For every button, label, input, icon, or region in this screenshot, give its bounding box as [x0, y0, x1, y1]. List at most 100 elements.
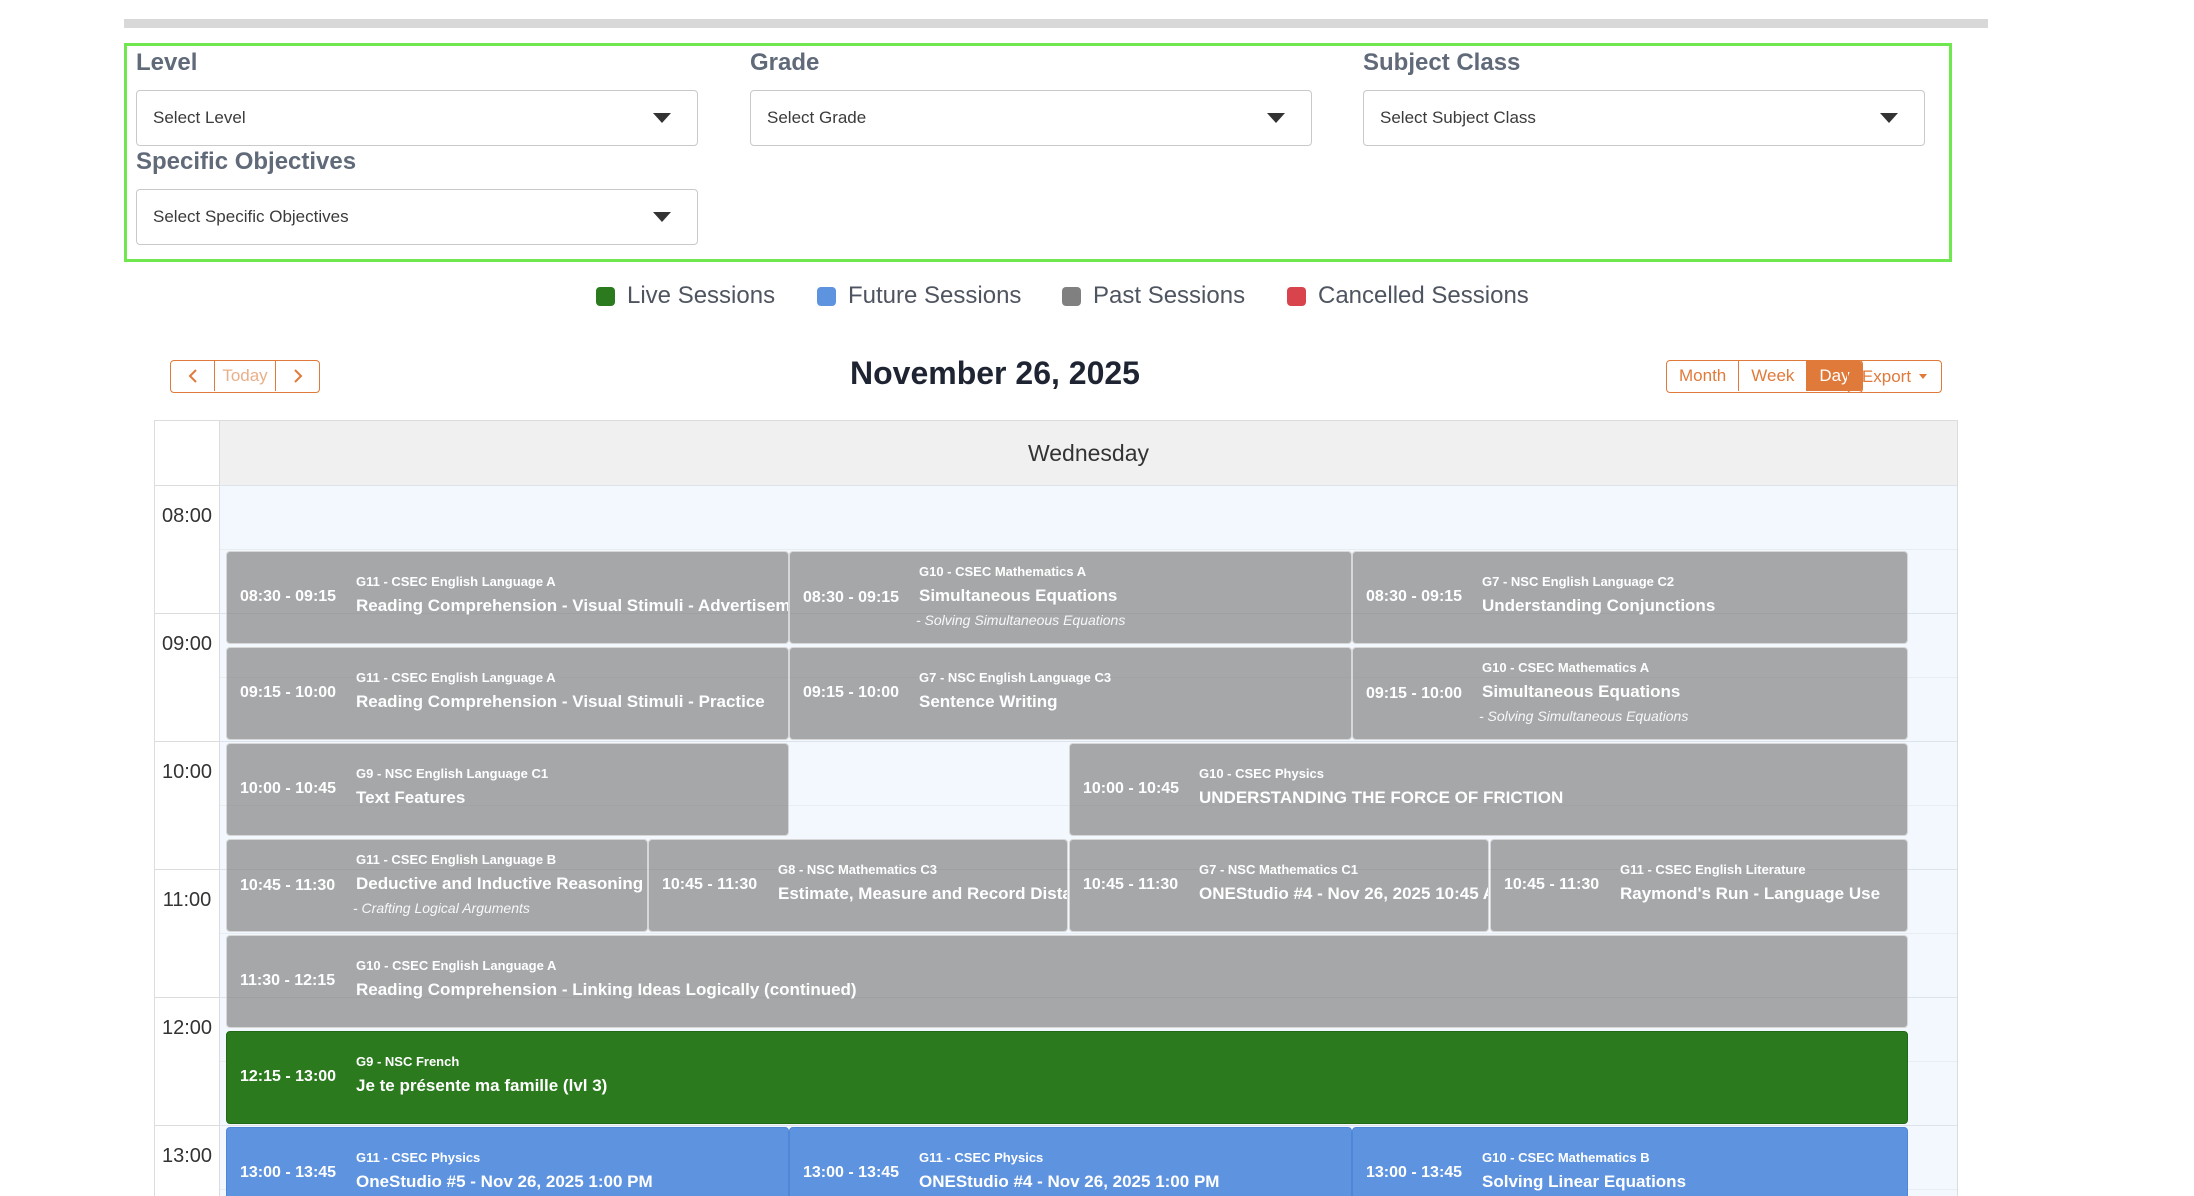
calendar-event[interactable]: 09:15 - 10:00 G11 - CSEC English Language… — [226, 647, 789, 740]
half-hour-gridline — [220, 933, 1957, 934]
calendar-event[interactable]: 09:15 - 10:00 G10 - CSEC Mathematics A Sim… — [1352, 647, 1908, 740]
time-label: 10:00 — [161, 761, 213, 783]
legend-past-label: Past Sessions — [1093, 282, 1246, 309]
future-swatch-icon — [817, 286, 836, 306]
subject-class-filter: Subject Class Select Subject Class — [1363, 48, 1925, 146]
calendar-event[interactable]: 10:00 - 10:45 G9 - NSC English Language C… — [226, 743, 789, 836]
specific-objectives-select-value: Select Specific Objectives — [153, 207, 349, 226]
next-button[interactable] — [276, 361, 319, 391]
export-button[interactable]: Export — [1847, 360, 1942, 393]
hour-gridline — [220, 741, 1957, 742]
month-view-button[interactable]: Month — [1679, 366, 1727, 385]
event-info: G11 - CSEC English Language A Reading Com… — [356, 574, 789, 617]
export-label: Export — [1861, 366, 1912, 386]
event-objective: - Crafting Logical Arguments — [353, 900, 530, 916]
level-select[interactable]: Select Level — [136, 90, 698, 146]
filter-panel: Level Select Level Grade Select Grade Su… — [124, 43, 1952, 262]
event-title: Text Features — [356, 788, 466, 807]
event-time: 10:45 - 11:30 — [662, 876, 758, 893]
grade-select[interactable]: Select Grade — [750, 90, 1312, 146]
day-header: Wednesday — [219, 421, 1957, 486]
event-time: 13:00 - 13:45 — [803, 1164, 900, 1181]
grade-select-value: Select Grade — [767, 108, 867, 127]
event-objective: - Solving Simultaneous Equations — [1479, 708, 1689, 724]
time-label: 09:00 — [161, 633, 213, 655]
event-class: G11 - CSEC English Language A — [356, 670, 556, 685]
calendar-event[interactable]: 08:30 - 09:15 G7 - NSC English Language C… — [1352, 551, 1908, 644]
event-info: G11 - CSEC Physics ONEStudio #4 - Nov 26,… — [919, 1150, 1345, 1193]
level-label: Level — [136, 49, 198, 76]
calendar-event[interactable]: 11:30 - 12:15 G10 - CSEC English Language… — [226, 935, 1908, 1028]
event-info: G8 - NSC Mathematics C3 Estimate, Measure… — [778, 862, 1067, 905]
event-title: Reading Comprehension - Visual Stimuli -… — [356, 596, 789, 615]
specific-objectives-select[interactable]: Select Specific Objectives — [136, 189, 698, 245]
gutter-gridline — [155, 741, 219, 742]
event-title: OneStudio #5 - Nov 26, 2025 1:00 PM — [356, 1172, 653, 1191]
event-time: 08:30 - 09:15 — [240, 588, 337, 605]
event-class: G7 - NSC Mathematics C1 — [1199, 862, 1358, 877]
calendar-title: November 26, 2025 — [850, 355, 1140, 391]
event-title: Reading Comprehension - Visual Stimuli -… — [356, 692, 765, 711]
event-info: G11 - CSEC Physics OneStudio #5 - Nov 26,… — [356, 1150, 782, 1193]
chevron-left-icon — [188, 369, 197, 383]
calendar-event[interactable]: 08:30 - 09:15 G11 - CSEC English Language… — [226, 551, 789, 644]
date-navigation: Today — [170, 360, 320, 393]
event-class: G8 - NSC Mathematics C3 — [778, 862, 937, 877]
event-info: G7 - NSC English Language C3 Sentence Wri… — [919, 670, 1345, 713]
legend-cancelled: Cancelled Sessions — [1287, 282, 1529, 310]
calendar-event[interactable]: 12:15 - 13:00 G9 - NSC French Je te présen… — [226, 1031, 1908, 1124]
caret-down-icon — [1919, 374, 1928, 379]
calendar-event[interactable]: 13:00 - 13:45 G10 - CSEC Mathematics B Sol… — [1352, 1127, 1908, 1196]
time-label: 12:00 — [161, 1017, 213, 1039]
calendar-event[interactable]: 13:00 - 13:45 G11 - CSEC Physics OneStudio… — [226, 1127, 789, 1196]
gutter-gridline — [155, 1125, 219, 1126]
event-info: G10 - CSEC Physics UNDERSTANDING THE FORC… — [1199, 766, 1901, 809]
subject-class-select[interactable]: Select Subject Class — [1363, 90, 1925, 146]
event-info: G10 - CSEC Mathematics B Solving Linear E… — [1482, 1150, 1901, 1193]
event-class: G10 - CSEC Mathematics B — [1482, 1150, 1650, 1165]
calendar-event[interactable]: 10:45 - 11:30 G11 - CSEC English Language… — [226, 839, 648, 932]
event-title: Deductive and Inductive Reasoning — [356, 874, 644, 893]
event-info: G11 - CSEC English Literature Raymond's R… — [1620, 862, 1901, 905]
time-gutter-header — [155, 421, 219, 486]
specific-objectives-filter: Specific Objectives Select Specific Obje… — [136, 147, 698, 245]
event-title: ONEStudio #4 - Nov 26, 2025 1:00 PM — [919, 1172, 1220, 1191]
event-time: 09:15 - 10:00 — [240, 684, 337, 701]
grade-label: Grade — [750, 49, 820, 76]
calendar-event[interactable]: 10:45 - 11:30 G8 - NSC Mathematics C3 Esti… — [648, 839, 1068, 932]
event-time: 13:00 - 13:45 — [240, 1164, 337, 1181]
event-time: 09:15 - 10:00 — [1366, 685, 1463, 702]
day-view-button[interactable]: Day — [1806, 361, 1862, 391]
half-hour-gridline — [220, 549, 1957, 550]
calendar-event[interactable]: 10:00 - 10:45 G10 - CSEC Physics UNDERSTAN… — [1069, 743, 1908, 836]
event-class: G10 - CSEC Physics — [1199, 766, 1324, 781]
hour-gridline — [220, 1125, 1957, 1126]
event-title: Reading Comprehension - Linking Ideas Lo… — [356, 980, 857, 999]
calendar-event[interactable]: 10:45 - 11:30 G11 - CSEC English Literatu… — [1490, 839, 1908, 932]
legend-future: Future Sessions — [817, 282, 1021, 310]
event-info: G9 - NSC French Je te présente ma famille… — [356, 1054, 1901, 1097]
event-title: Sentence Writing — [919, 692, 1058, 711]
event-title: ONEStudio #4 - Nov 26, 2025 10:45 AM — [1199, 884, 1489, 903]
week-view-button[interactable]: Week — [1738, 361, 1806, 391]
calendar-event[interactable]: 09:15 - 10:00 G7 - NSC English Language C… — [789, 647, 1352, 740]
gutter-gridline — [155, 613, 219, 614]
subject-class-select-value: Select Subject Class — [1380, 108, 1536, 127]
event-title: Je te présente ma famille (lvl 3) — [356, 1076, 608, 1095]
event-time: 10:45 - 11:30 — [240, 877, 336, 894]
event-class: G7 - NSC English Language C2 — [1482, 574, 1675, 589]
gutter-gridline — [155, 997, 219, 998]
event-title: Solving Linear Equations — [1482, 1172, 1687, 1191]
event-class: G11 - CSEC English Language A — [356, 574, 556, 589]
caret-down-icon — [653, 212, 671, 222]
calendar-event[interactable]: 08:30 - 09:15 G10 - CSEC Mathematics A Sim… — [789, 551, 1352, 644]
event-class: G11 - CSEC Physics — [356, 1150, 481, 1165]
event-objective: - Solving Simultaneous Equations — [916, 612, 1126, 628]
event-time: 13:00 - 13:45 — [1366, 1164, 1463, 1181]
today-button[interactable]: Today — [214, 361, 276, 391]
calendar-event[interactable]: 13:00 - 13:45 G11 - CSEC Physics ONEStudio… — [789, 1127, 1352, 1196]
prev-button[interactable] — [171, 361, 214, 391]
day-calendar: Wednesday 08:30 - 09:15 G11 - CSEC Englis… — [154, 420, 1958, 1196]
calendar-event[interactable]: 10:45 - 11:30 G7 - NSC Mathematics C1 ONES… — [1069, 839, 1489, 932]
live-swatch-icon — [596, 286, 615, 306]
